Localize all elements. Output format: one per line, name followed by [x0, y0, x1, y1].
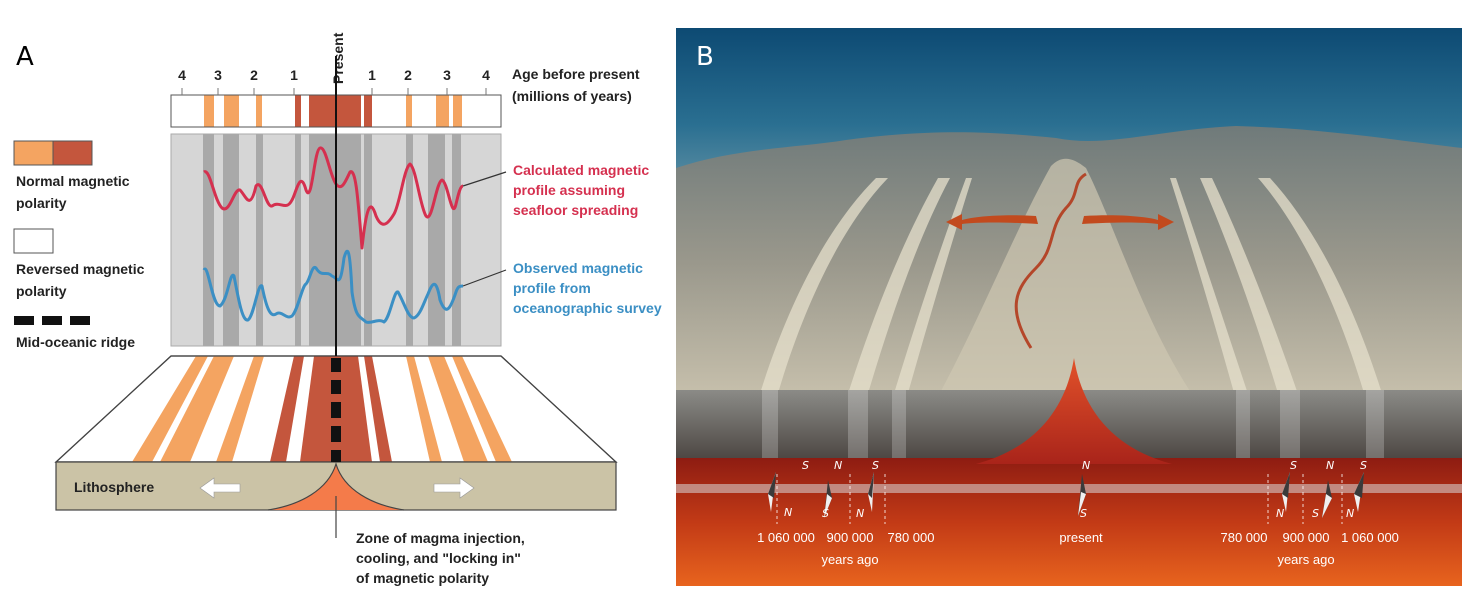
pole-label-right-2-bottom: S: [1312, 507, 1319, 520]
compass-needle-left-1: [768, 472, 776, 512]
calculated-label-line2: profile assuming: [513, 182, 625, 198]
pole-label-left-2-bottom: S: [822, 507, 829, 520]
age-axis-title-line1: Age before present: [512, 66, 640, 82]
legend-normal-line2: polarity: [16, 195, 67, 211]
pole-label-right-2-top: N: [1326, 459, 1334, 472]
ridge-dashes: [331, 358, 341, 462]
age-label-left-900000: 900 000: [827, 530, 874, 545]
age-label-right-900000: 900 000: [1283, 530, 1330, 545]
years-ago-right: years ago: [1277, 552, 1334, 567]
age-tick-left-1: 1: [290, 67, 298, 83]
observed-label-line1: Observed magnetic: [513, 260, 643, 276]
age-tick-left-2: 2: [250, 67, 258, 83]
pole-label-left-2-top: N: [834, 459, 842, 472]
pole-label-right-1-top: S: [1290, 459, 1297, 472]
present-label-b: present: [1059, 530, 1103, 545]
timeline-bar: [676, 484, 1462, 493]
pole-label-left-1-bottom: N: [784, 506, 792, 519]
legend: [13, 140, 93, 325]
lithosphere-label: Lithosphere: [74, 479, 154, 495]
years-ago-left: years ago: [821, 552, 878, 567]
present-label: Present: [330, 32, 346, 84]
spreading-arrow-left-b: [946, 214, 1038, 230]
legend-normal-line1: Normal magnetic: [16, 173, 130, 189]
age-tick-right-4: 4: [482, 67, 490, 83]
pole-label-left-3-bottom: N: [856, 507, 864, 520]
legend-ridge-label: Mid-oceanic ridge: [16, 334, 135, 350]
panel-a-letter: A: [16, 42, 34, 72]
pole-label-right-3-bottom: N: [1346, 507, 1354, 520]
pole-label-left-1-top: S: [802, 459, 809, 472]
legend-ridge-symbol: [14, 316, 90, 325]
pole-label-right-3-top: S: [1360, 459, 1367, 472]
age-label-left-1060000: 1 060 000: [757, 530, 815, 545]
compass-needle-right-2: [1322, 480, 1332, 518]
compass-needle-right-1: [1282, 472, 1290, 512]
age-tick-right-2: 2: [404, 67, 412, 83]
calculated-profile-curve: [203, 146, 464, 250]
compass-needle-present: [1078, 474, 1086, 516]
calculated-label-line1: Calculated magnetic: [513, 162, 649, 178]
spreading-arrow-right: [433, 477, 475, 499]
spreading-arrow-right-b: [1082, 214, 1174, 230]
legend-swatch-normal-light: [13, 140, 54, 166]
age-tick-right-3: 3: [443, 67, 451, 83]
age-label-right-780000: 780 000: [1221, 530, 1268, 545]
legend-swatch-reversed: [13, 228, 54, 254]
age-label-right-1060000: 1 060 000: [1341, 530, 1399, 545]
compass-needle-left-2: [824, 480, 832, 518]
observed-label-line3: oceanographic survey: [513, 300, 662, 316]
zone-label-line1: Zone of magma injection,: [356, 530, 525, 546]
age-tick-left-3: 3: [214, 67, 222, 83]
age-tick-left-4: 4: [178, 67, 186, 83]
panel-a-diagram: 4 3 2 1 1 2 3 4 Present Age before prese…: [13, 32, 662, 586]
zone-label-line2: cooling, and "locking in": [356, 550, 521, 566]
pole-label-right-1-bottom: N: [1276, 507, 1284, 520]
zone-label-line3: of magnetic polarity: [356, 570, 489, 586]
observed-profile-curve: [202, 250, 464, 324]
calculated-leader-line: [462, 171, 507, 187]
age-label-left-780000: 780 000: [888, 530, 935, 545]
seafloor-illustration: S N N S S N N S S N N S S N 1 060 000 90…: [676, 28, 1462, 586]
legend-reversed-line2: polarity: [16, 283, 67, 299]
legend-reversed-line1: Reversed magnetic: [16, 261, 145, 277]
pole-label-present-top: N: [1082, 459, 1090, 472]
calculated-label-line3: seafloor spreading: [513, 202, 638, 218]
panel-b-illustration: S N N S S N N S S N N S S N 1 060 000 90…: [676, 28, 1462, 586]
observed-leader-line: [462, 269, 507, 287]
legend-swatch-normal-dark: [52, 140, 93, 166]
observed-label-line2: profile from: [513, 280, 591, 296]
age-tick-right-1: 1: [368, 67, 376, 83]
spreading-arrow-left: [199, 477, 241, 499]
pole-label-left-3-top: S: [872, 459, 879, 472]
compass-needle-left-3: [868, 472, 874, 512]
pole-label-present-bottom: S: [1080, 507, 1087, 520]
age-axis-title-line2: (millions of years): [512, 88, 632, 104]
panel-b-letter: B: [696, 42, 714, 72]
compass-needle-right-3: [1354, 472, 1364, 512]
